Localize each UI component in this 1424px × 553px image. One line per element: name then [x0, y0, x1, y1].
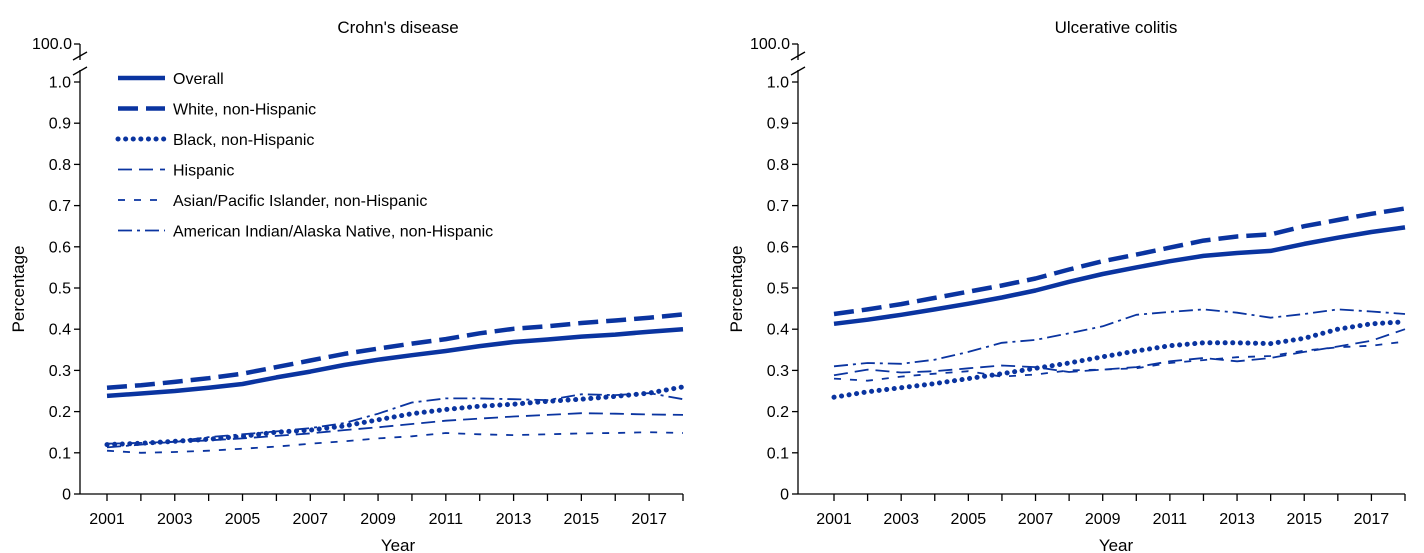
y-tick-label: 0.7 [767, 198, 789, 215]
y-tick-label: 0.4 [49, 322, 71, 339]
y-tick-label: 0.1 [767, 445, 789, 462]
axis-break-mark [72, 66, 88, 76]
y-tick-label: 0.3 [49, 363, 71, 380]
y-tick-label: 0 [62, 487, 71, 504]
x-tick-label: 2017 [631, 511, 667, 528]
series-line-black-non-hispanic [831, 319, 1408, 400]
axis-break-mark [72, 51, 88, 61]
legend-entry: Overall [173, 71, 224, 88]
x-tick-label: 2015 [1286, 511, 1322, 528]
y-tick-label: 0.4 [767, 322, 789, 339]
y-tick-label: 0.9 [767, 116, 789, 133]
y-tick-label: 0.3 [767, 363, 789, 380]
x-tick-label: 2003 [157, 511, 193, 528]
x-tick-label: 2007 [292, 511, 328, 528]
series-line-american-indian-alaska-native-non-hispanic [833, 308, 1406, 368]
y-tick-label: 0.5 [49, 281, 71, 298]
y-tick-label: 0 [780, 487, 789, 504]
axis-break-mark [790, 66, 806, 76]
x-tick-label: 2009 [1085, 511, 1121, 528]
crohns-disease-panel: Crohn's disease Year Percentage 100.0 0 0… [9, 18, 686, 553]
legend-entry: Black, non-Hispanic [173, 132, 314, 149]
x-tick-label: 2003 [883, 511, 919, 528]
series-line-american-indian-alaska-native-non-hispanic [106, 392, 684, 449]
y-tick-label: 0.7 [49, 198, 71, 215]
y-tick-label: 0.9 [49, 116, 71, 133]
y-tick-label: 1.0 [49, 75, 71, 92]
panel-title: Ulcerative colitis [1055, 18, 1178, 37]
series-line-white-non-hispanic [106, 312, 684, 390]
x-tick-label: 2011 [1153, 511, 1188, 528]
legend: Overall White, non-Hispanic Black, non-His… [115, 71, 493, 241]
y-tick-label: 1.0 [767, 75, 789, 92]
ulcerative-colitis-panel: Ulcerative colitis Year Percentage 100.0… [727, 18, 1408, 553]
series-line-overall [106, 326, 684, 399]
x-tick-label: 2015 [564, 511, 600, 528]
y-tick-label: 0.5 [767, 281, 789, 298]
series-line-hispanic [833, 328, 1406, 377]
series-line-overall [833, 225, 1406, 327]
x-tick-label: 2007 [1018, 511, 1054, 528]
y-axis-break-label: 100.0 [750, 36, 790, 53]
legend-entry: Hispanic [173, 163, 234, 180]
x-tick-label: 2013 [1219, 511, 1255, 528]
y-tick-label: 0.8 [767, 157, 789, 174]
series-line-black-non-hispanic [104, 384, 686, 448]
x-tick-label: 2017 [1354, 511, 1390, 528]
x-tick-label: 2001 [816, 511, 852, 528]
axis-break-mark [790, 51, 806, 61]
x-tick-label: 2001 [89, 511, 125, 528]
y-tick-label: 0.1 [49, 445, 71, 462]
series-line-asian-pacific-islander-non-hispanic [106, 431, 684, 454]
x-tick-label: 2011 [429, 511, 464, 528]
x-tick-label: 2009 [360, 511, 396, 528]
y-axis-label: Percentage [727, 246, 746, 333]
y-tick-label: 0.8 [49, 157, 71, 174]
y-tick-label: 0.6 [49, 239, 71, 256]
legend-entry: Asian/Pacific Islander, non-Hispanic [173, 193, 427, 210]
panel-title: Crohn's disease [337, 18, 458, 37]
x-axis-label: Year [381, 536, 416, 553]
y-axis-label: Percentage [9, 246, 28, 333]
x-tick-label: 2005 [951, 511, 987, 528]
y-tick-label: 0.6 [767, 239, 789, 256]
legend-entry: White, non-Hispanic [173, 102, 316, 119]
series-line-hispanic [106, 412, 684, 445]
y-tick-label: 0.2 [49, 404, 71, 421]
y-tick-label: 0.2 [767, 404, 789, 421]
legend-entry: American Indian/Alaska Native, non-Hispa… [173, 224, 493, 241]
x-tick-label: 2005 [225, 511, 261, 528]
x-axis-label: Year [1099, 536, 1134, 553]
series-line-white-non-hispanic [833, 206, 1406, 317]
x-tick-label: 2013 [496, 511, 532, 528]
y-axis-break-label: 100.0 [32, 36, 72, 53]
